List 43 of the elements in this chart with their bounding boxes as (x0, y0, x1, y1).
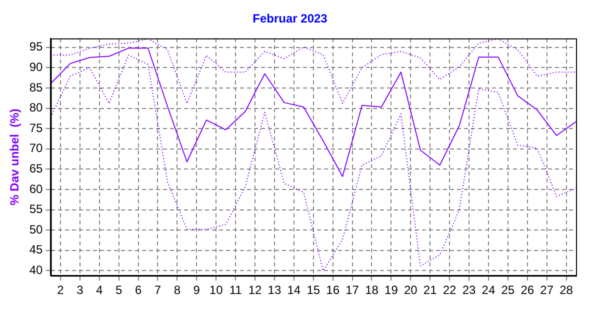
x-tick-label: 17 (346, 283, 360, 298)
y-axis-title: % Dav unbel (%) (8, 108, 22, 206)
x-tick-label: 6 (134, 283, 142, 298)
y-tick-label: 80 (29, 100, 44, 115)
y-tick-label: 75 (29, 120, 44, 135)
x-tick-label: 21 (423, 283, 438, 298)
x-tick-label: 12 (248, 283, 262, 298)
y-tick-label: 50 (29, 222, 44, 236)
x-tick-label: 15 (306, 283, 320, 298)
x-tick-label: 3 (76, 283, 84, 298)
y-tick-label: 90 (29, 60, 44, 74)
x-tick-label: 28 (560, 283, 574, 298)
y-tick-label: 45 (29, 242, 44, 257)
x-tick-label: 7 (154, 283, 162, 298)
x-tick-label: 16 (326, 283, 340, 298)
y-tick-label: 40 (29, 263, 44, 278)
x-tick-label: 24 (482, 283, 496, 298)
x-tick-label: 27 (540, 283, 554, 298)
x-tick-label: 14 (287, 283, 301, 298)
x-tick-label: 9 (193, 283, 200, 298)
x-tick-label: 8 (174, 283, 181, 298)
x-tick-label: 25 (501, 283, 515, 298)
x-tick-label: 4 (96, 283, 104, 298)
x-tick-label: 23 (462, 283, 476, 298)
x-tick-label: 2 (57, 283, 64, 298)
y-tick-label: 65 (29, 161, 44, 176)
line-series (50, 38, 576, 104)
x-tick-label: 13 (268, 283, 282, 298)
y-tick-label: 55 (29, 202, 44, 216)
x-tick-label: 10 (209, 283, 224, 298)
x-tick-label: 22 (442, 283, 457, 298)
x-tick-label: 26 (520, 283, 534, 298)
line-series (50, 54, 576, 272)
x-tick-label: 19 (384, 283, 398, 298)
chart-title: Februar 2023 (252, 12, 328, 26)
y-tick-label: 85 (29, 80, 44, 94)
x-tick-label: 5 (115, 283, 122, 298)
x-tick-label: 20 (404, 283, 418, 298)
y-tick-label: 95 (29, 40, 44, 54)
x-tick-label: 11 (229, 283, 242, 298)
y-tick-label: 60 (29, 182, 44, 196)
x-tick-label: 18 (365, 283, 379, 298)
y-tick-label: 70 (29, 141, 44, 156)
